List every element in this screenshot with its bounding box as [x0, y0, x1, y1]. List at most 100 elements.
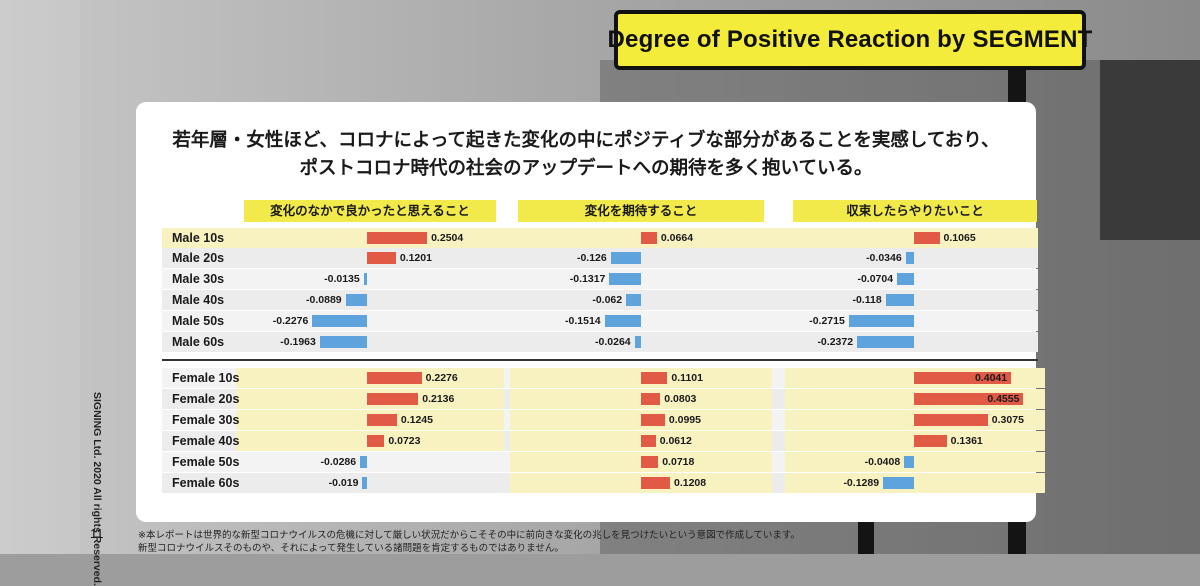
data-label: -0.2276 [272, 315, 309, 327]
row-band [162, 311, 1038, 331]
bar-positive [367, 372, 422, 384]
bar-positive [914, 435, 947, 447]
data-label: -0.0264 [595, 336, 631, 348]
data-label: -0.1289 [843, 477, 880, 489]
bar-negative [609, 273, 641, 285]
data-label: 0.0664 [660, 232, 694, 244]
bar-positive [367, 435, 385, 447]
row-label: Male 60s [172, 335, 225, 349]
column-header-1: 変化のなかで良かったと思えること [244, 200, 496, 222]
bar-negative [319, 336, 367, 348]
row-label: Female 40s [172, 434, 240, 448]
bar-positive [641, 232, 657, 244]
footnote-2: 新型コロナウイルスそのものや、それによって発生している諸問題を肯定するものではあ… [138, 543, 564, 554]
bar-negative [604, 315, 641, 327]
bar-positive [641, 435, 656, 447]
data-label: -0.0135 [324, 273, 360, 285]
bar-positive [367, 232, 428, 244]
bar-negative [345, 294, 367, 306]
data-label: 0.1101 [671, 372, 703, 384]
decorative-bar-bottom [858, 520, 874, 554]
data-label: -0.2372 [817, 336, 854, 348]
data-label: -0.0346 [866, 252, 902, 264]
column-header-3: 収束したらやりたいこと [793, 200, 1037, 222]
bar-positive [367, 393, 419, 405]
data-label: 0.4555 [987, 393, 1020, 405]
data-label: -0.118 [852, 294, 882, 306]
data-label: -0.019 [328, 477, 359, 489]
row-label: Female 10s [172, 371, 240, 385]
data-label: -0.0704 [857, 273, 894, 285]
data-label: 0.0995 [668, 414, 701, 426]
row-label: Female 60s [172, 476, 240, 490]
bar-positive [367, 414, 397, 426]
row-label: Female 30s [172, 413, 240, 427]
row-band [162, 269, 1038, 289]
row-label: Male 30s [172, 272, 225, 286]
bar-positive [641, 372, 668, 384]
background-block [1100, 60, 1200, 240]
footnote-1: ※本レポートは世界的な新型コロナウイルスの危機に対して厳しい状況だからこそその中… [138, 530, 800, 541]
bar-negative [897, 273, 914, 285]
row-band [162, 332, 1038, 352]
data-label: 0.1065 [943, 232, 976, 244]
background-strip [0, 0, 80, 554]
data-label: -0.1963 [280, 336, 316, 348]
bar-positive [641, 414, 665, 426]
data-label: 0.0612 [659, 435, 692, 447]
bar-negative [362, 477, 367, 489]
data-label: 0.1208 [673, 477, 707, 489]
row-label: Female 20s [172, 392, 240, 406]
data-label: -0.2715 [809, 315, 845, 327]
data-label: 0.4041 [974, 372, 1008, 384]
bar-negative [634, 336, 641, 348]
headline-line-1: 若年層・女性ほど、コロナによって起きた変化の中にポジティブな部分があることを実感… [172, 130, 1000, 151]
row-label: Female 50s [172, 455, 240, 469]
data-label: -0.0408 [864, 456, 901, 468]
page-number: 11 [90, 526, 104, 541]
bar-negative [363, 273, 367, 285]
data-label: -0.062 [592, 294, 623, 306]
row-label: Male 20s [172, 251, 225, 265]
data-label: 0.2136 [422, 393, 455, 405]
bar-positive [641, 477, 670, 489]
bar-negative [848, 315, 914, 327]
data-label: 0.0803 [664, 393, 697, 405]
data-label: 0.1245 [400, 414, 433, 426]
bar-negative [857, 336, 914, 348]
bar-negative [312, 315, 367, 327]
bar-positive [914, 393, 1024, 405]
bar-positive [367, 252, 396, 264]
bar-negative [883, 477, 914, 489]
data-label: 0.2276 [425, 372, 458, 384]
column-header-2: 変化を期待すること [518, 200, 764, 222]
title-banner: Degree of Positive Reaction by SEGMENT [607, 10, 1092, 70]
row-label: Male 40s [172, 293, 225, 307]
data-label: 0.0723 [388, 435, 421, 447]
bar-negative [905, 252, 914, 264]
data-label: 0.0718 [662, 456, 695, 468]
data-label: -0.0889 [306, 294, 342, 306]
bar-negative [360, 456, 367, 468]
bar-positive [914, 232, 940, 244]
bar-negative [610, 252, 641, 264]
chart-title: Degree of Positive Reaction by SEGMENT [607, 26, 1093, 53]
data-label: -0.0286 [320, 456, 357, 468]
data-label: 0.3075 [991, 414, 1024, 426]
row-label: Male 10s [172, 231, 225, 245]
bar-negative [904, 456, 914, 468]
bar-positive [641, 393, 661, 405]
bar-positive [914, 372, 1011, 384]
data-label: 0.1361 [950, 435, 983, 447]
highlight-cell [785, 452, 1045, 472]
row-band [162, 228, 1038, 248]
bar-positive [641, 456, 659, 468]
data-label: 0.2504 [431, 232, 464, 244]
copyright-notice: SIGNING Ltd. 2020 All rights Reserved. [91, 392, 103, 586]
headline-line-2: ポストコロナ時代の社会のアップデートへの期待を多く抱いている。 [299, 158, 873, 179]
row-label: Male 50s [172, 314, 225, 328]
bar-negative [626, 294, 641, 306]
bar-negative [885, 294, 914, 306]
row-band [162, 290, 1038, 310]
group-divider [162, 359, 1038, 361]
